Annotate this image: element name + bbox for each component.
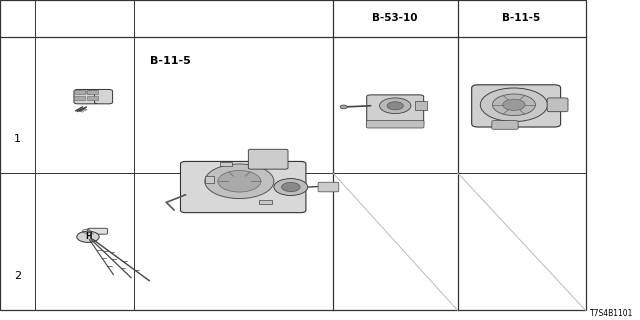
FancyBboxPatch shape (248, 149, 288, 169)
Circle shape (503, 99, 525, 110)
FancyBboxPatch shape (95, 89, 113, 104)
Circle shape (387, 102, 403, 110)
Bar (87, 96, 98, 100)
Text: B-53-10: B-53-10 (372, 13, 418, 23)
Bar (87, 90, 98, 94)
FancyBboxPatch shape (318, 182, 339, 192)
Bar (415, 101, 426, 110)
FancyBboxPatch shape (180, 161, 306, 212)
Circle shape (205, 164, 274, 198)
Bar (259, 200, 273, 204)
Text: T7S4B1101: T7S4B1101 (590, 309, 634, 318)
FancyBboxPatch shape (367, 95, 424, 126)
FancyBboxPatch shape (88, 228, 108, 234)
Text: H: H (84, 232, 92, 241)
Text: B-11-5: B-11-5 (150, 56, 191, 66)
Text: 1: 1 (14, 134, 21, 144)
Bar (74, 96, 85, 100)
FancyBboxPatch shape (547, 98, 568, 112)
Circle shape (77, 231, 99, 243)
FancyBboxPatch shape (83, 90, 106, 95)
Circle shape (282, 182, 300, 192)
Circle shape (492, 94, 536, 116)
Bar (74, 90, 85, 94)
FancyBboxPatch shape (74, 89, 99, 104)
Text: 2: 2 (14, 271, 21, 281)
FancyBboxPatch shape (472, 85, 561, 127)
Circle shape (274, 179, 308, 196)
FancyBboxPatch shape (366, 121, 424, 128)
Circle shape (218, 171, 261, 192)
Text: B-11-5: B-11-5 (502, 13, 541, 23)
Circle shape (480, 88, 548, 122)
Bar (220, 162, 232, 166)
Circle shape (380, 98, 411, 114)
Circle shape (340, 105, 348, 109)
FancyBboxPatch shape (492, 121, 518, 129)
Bar (205, 176, 214, 183)
